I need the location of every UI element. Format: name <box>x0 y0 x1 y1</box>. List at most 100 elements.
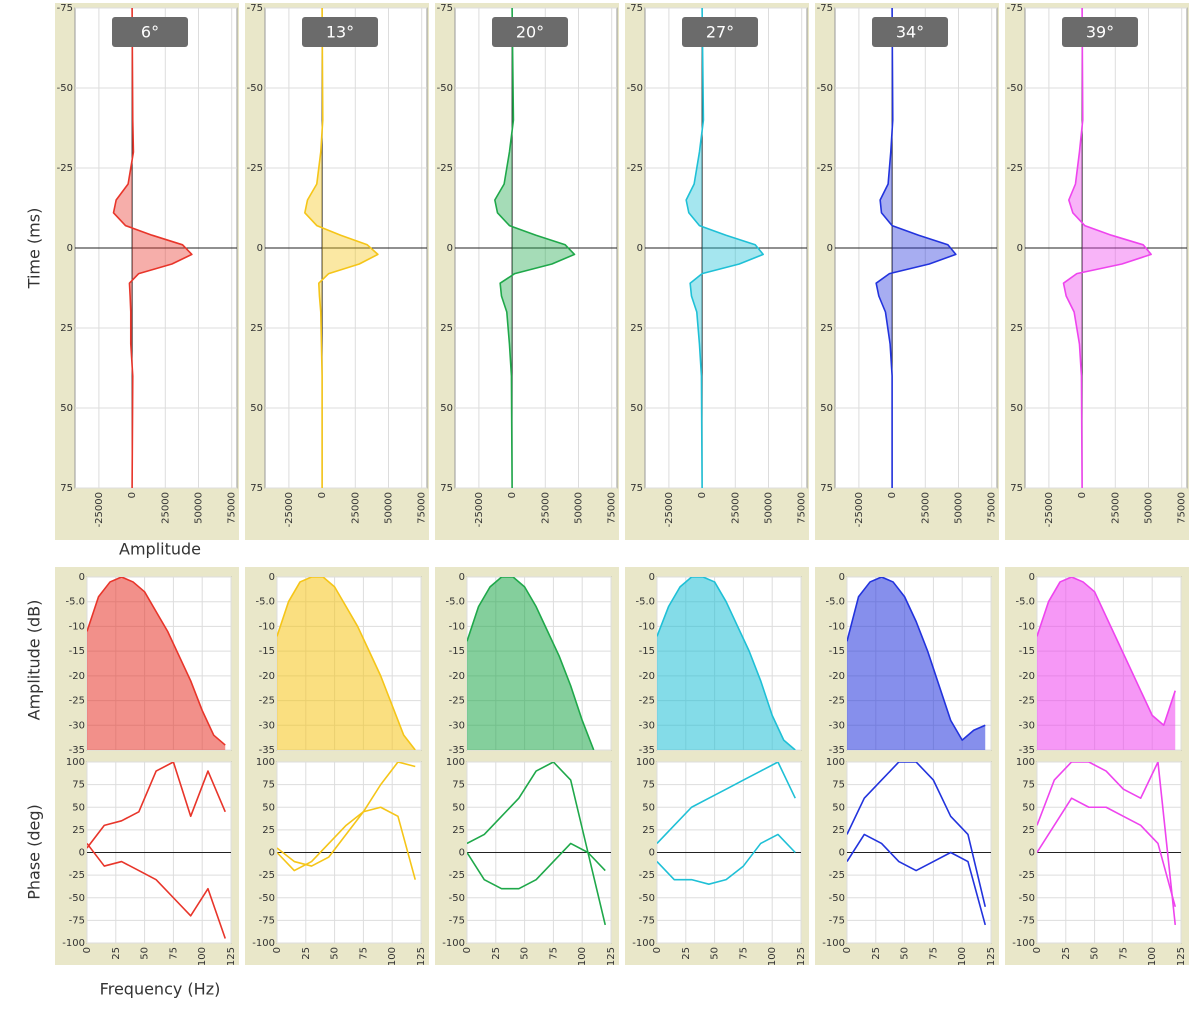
x-tick-label: 25000 <box>1110 492 1121 524</box>
x-tick-label: 125 <box>226 947 237 966</box>
curve <box>847 762 987 907</box>
y-axis-label: Amplitude (dB) <box>25 600 44 721</box>
y-tick-label: -20 <box>259 671 275 682</box>
x-tick-label: 50000 <box>573 492 584 524</box>
y-tick-label: -35 <box>449 745 465 756</box>
y-tick-label: 50 <box>262 802 275 813</box>
x-tick-label: 50 <box>900 947 911 960</box>
y-tick-label: -50 <box>259 893 275 904</box>
x-tick-label: 0 <box>697 492 708 498</box>
y-tick-label: 25 <box>832 825 845 836</box>
y-tick-label: 0 <box>269 848 275 859</box>
y-tick-label: -30 <box>259 720 275 731</box>
y-tick-label: -50 <box>639 893 655 904</box>
y-tick-label: -50 <box>449 893 465 904</box>
curve <box>847 833 987 926</box>
curve <box>87 762 226 849</box>
title-box <box>872 17 948 47</box>
curve <box>685 8 764 488</box>
plot-marks <box>87 762 231 939</box>
y-tick-label: -5.0 <box>1015 597 1035 608</box>
y-tick-label: 100 <box>636 757 655 768</box>
plot-marks <box>645 8 807 488</box>
y-tick-label: -15 <box>639 646 655 657</box>
y-tick-label: 0 <box>637 243 643 254</box>
y-tick-label: -10 <box>829 621 845 632</box>
x-tick-label: 0 <box>652 947 663 953</box>
y-tick-label: -75 <box>627 3 643 14</box>
x-tick-label: 25000 <box>920 492 931 524</box>
y-tick-label: -20 <box>69 671 85 682</box>
y-tick-label: 25 <box>820 323 833 334</box>
x-tick-label: 0 <box>82 947 93 953</box>
y-tick-label: 25 <box>1022 825 1035 836</box>
curve <box>304 8 379 488</box>
curve <box>657 833 796 885</box>
y-tick-label: -30 <box>639 720 655 731</box>
y-tick-label: -50 <box>627 83 643 94</box>
panel-title: 27° <box>706 23 734 42</box>
y-tick-label: -25 <box>1007 163 1023 174</box>
area <box>847 577 986 750</box>
y-tick-label: -75 <box>69 915 85 926</box>
y-tick-label: -75 <box>817 3 833 14</box>
plot-marks <box>455 8 617 488</box>
plot-marks <box>847 577 986 750</box>
curve <box>467 762 607 926</box>
panel-title: 6° <box>141 23 159 42</box>
y-tick-label: -10 <box>449 621 465 632</box>
x-tick-label: 25 <box>871 947 882 960</box>
curve <box>494 8 576 488</box>
y-tick-label: -25 <box>1019 696 1035 707</box>
x-tick-label: 75000 <box>797 492 808 524</box>
y-tick-label: -15 <box>1019 646 1035 657</box>
y-tick-label: 25 <box>262 825 275 836</box>
y-tick-label: -10 <box>69 621 85 632</box>
x-tick-label: 0 <box>317 492 328 498</box>
y-tick-label: -20 <box>829 671 845 682</box>
x-tick-label: 75000 <box>987 492 998 524</box>
y-tick-label: -50 <box>1019 893 1035 904</box>
y-tick-label: 0 <box>79 848 85 859</box>
x-tick-label: 75000 <box>227 492 238 524</box>
y-tick-label: -5.0 <box>65 597 85 608</box>
y-axis-label: Time (ms) <box>25 208 44 290</box>
y-tick-label: 75 <box>832 780 845 791</box>
x-tick-label: 100 <box>197 947 208 966</box>
x-tick-label: 50 <box>330 947 341 960</box>
curve <box>1037 797 1177 908</box>
y-tick-label: 50 <box>452 802 465 813</box>
y-tick-label: -50 <box>57 83 73 94</box>
y-tick-label: -50 <box>247 83 263 94</box>
y-tick-label: -75 <box>829 915 845 926</box>
y-tick-label: 0 <box>649 572 655 583</box>
y-tick-label: 0 <box>459 572 465 583</box>
y-tick-label: -25 <box>259 870 275 881</box>
y-tick-label: -35 <box>639 745 655 756</box>
y-tick-label: -5.0 <box>255 597 275 608</box>
y-tick-label: -50 <box>437 83 453 94</box>
x-tick-label: 75 <box>1118 947 1129 960</box>
area <box>113 8 192 488</box>
curve <box>277 806 417 880</box>
y-tick-label: -30 <box>829 720 845 731</box>
x-tick-label: 75 <box>358 947 369 960</box>
curve <box>657 762 796 845</box>
y-tick-label: 0 <box>827 243 833 254</box>
y-tick-label: -75 <box>57 3 73 14</box>
y-tick-label: -100 <box>442 938 465 949</box>
x-tick-label: 75 <box>548 947 559 960</box>
area <box>657 577 796 750</box>
y-tick-label: 25 <box>642 825 655 836</box>
plot-marks <box>657 762 801 885</box>
x-tick-label: 25 <box>681 947 692 960</box>
y-tick-label: 50 <box>440 403 453 414</box>
y-tick-label: 0 <box>67 243 73 254</box>
x-tick-label: 125 <box>416 947 427 966</box>
x-tick-label: 75 <box>738 947 749 960</box>
y-tick-label: 50 <box>820 403 833 414</box>
y-tick-label: -25 <box>627 163 643 174</box>
area <box>277 577 416 750</box>
y-tick-label: -5.0 <box>635 597 655 608</box>
y-tick-label: 0 <box>649 848 655 859</box>
